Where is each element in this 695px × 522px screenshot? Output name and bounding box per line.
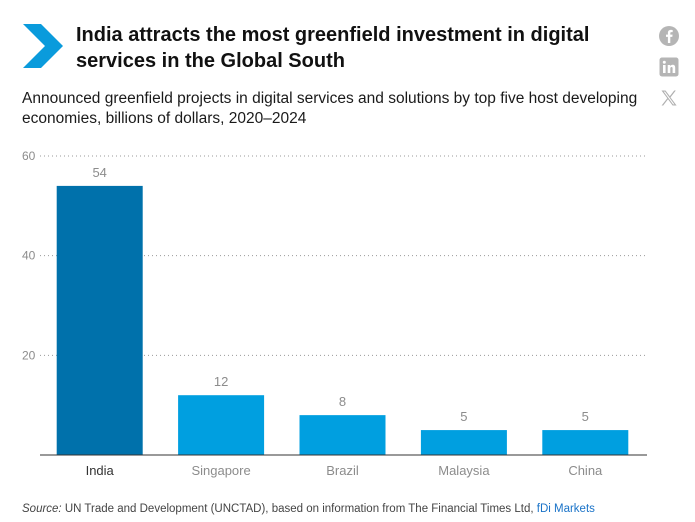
brand-chevron-icon <box>23 24 63 68</box>
y-tick-label: 60 <box>22 149 36 163</box>
y-tick-label: 20 <box>22 348 36 362</box>
source-text: UN Trade and Development (UNCTAD), based… <box>61 503 537 515</box>
x-icon[interactable] <box>658 87 680 109</box>
bar <box>178 395 265 455</box>
social-share-bar <box>658 25 682 118</box>
source-label: Source: <box>22 503 62 515</box>
truncated-note <box>22 517 672 522</box>
y-tick-label: 40 <box>22 249 36 263</box>
linkedin-icon[interactable] <box>658 56 680 78</box>
data-label: 8 <box>339 394 346 409</box>
data-label: 12 <box>214 374 228 389</box>
facebook-icon[interactable] <box>658 25 680 47</box>
data-label: 5 <box>460 409 467 424</box>
x-tick-label: India <box>86 463 115 478</box>
data-label: 54 <box>92 165 106 180</box>
bar <box>542 430 629 455</box>
source-note: Source: UN Trade and Development (UNCTAD… <box>22 503 595 515</box>
bar <box>420 430 507 455</box>
x-tick-label: Malaysia <box>438 463 490 478</box>
x-tick-label: Singapore <box>191 463 250 478</box>
chart-subtitle: Announced greenfield projects in digital… <box>22 90 638 127</box>
source-link-fdi-markets[interactable]: fDi Markets <box>536 503 595 515</box>
chart-title: India attracts the most greenfield inves… <box>76 24 590 72</box>
x-tick-label: China <box>568 463 603 478</box>
bar-chart: 20 40 60 54 India 12 Singapore 8 Brazil 5 Malaysia… <box>22 149 647 478</box>
data-label: 5 <box>582 409 589 424</box>
bar <box>56 185 143 455</box>
bar <box>299 415 386 455</box>
x-tick-label: Brazil <box>326 463 359 478</box>
